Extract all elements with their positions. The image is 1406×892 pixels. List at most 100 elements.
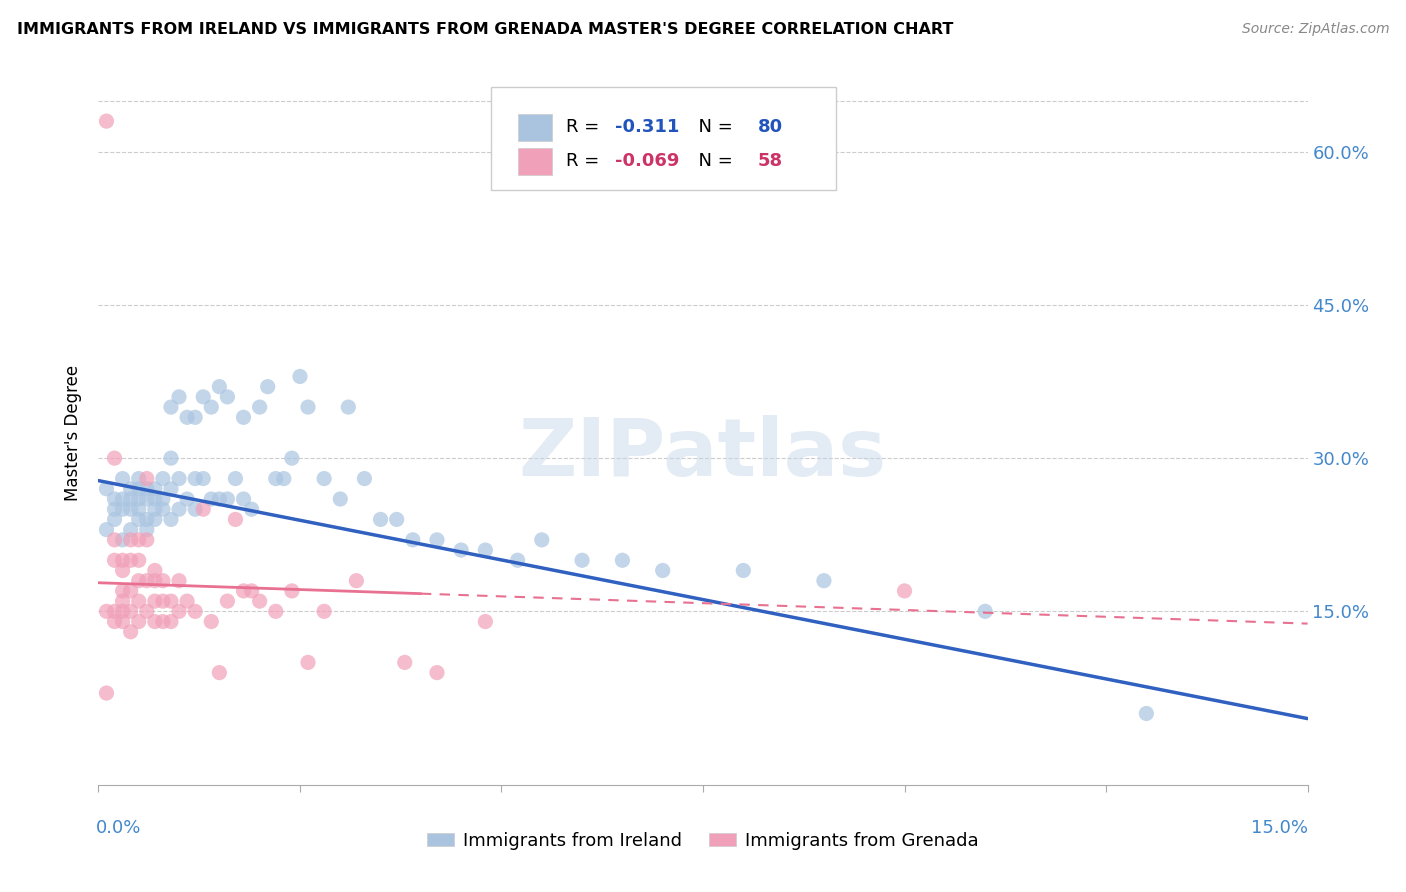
Point bbox=[1135, 706, 1157, 721]
Point bbox=[264, 604, 287, 618]
Point bbox=[143, 502, 166, 516]
Point bbox=[297, 400, 319, 414]
Point bbox=[152, 615, 174, 629]
Point bbox=[152, 491, 174, 506]
Text: N =: N = bbox=[688, 153, 738, 170]
Point bbox=[128, 502, 150, 516]
Text: R =: R = bbox=[567, 119, 606, 136]
Point bbox=[152, 594, 174, 608]
Point bbox=[394, 656, 416, 670]
Point bbox=[184, 604, 207, 618]
Point bbox=[506, 553, 529, 567]
Text: 80: 80 bbox=[758, 119, 783, 136]
Point bbox=[111, 553, 134, 567]
Point bbox=[184, 502, 207, 516]
Point bbox=[208, 379, 231, 393]
Point bbox=[120, 604, 142, 618]
Point bbox=[143, 491, 166, 506]
Point bbox=[974, 604, 997, 618]
Point bbox=[474, 615, 496, 629]
Point bbox=[96, 114, 118, 128]
Point bbox=[813, 574, 835, 588]
Point bbox=[733, 564, 755, 578]
Point bbox=[184, 410, 207, 425]
Point bbox=[135, 604, 157, 618]
Point bbox=[402, 533, 425, 547]
FancyBboxPatch shape bbox=[492, 87, 837, 189]
Point bbox=[160, 482, 183, 496]
Point bbox=[135, 482, 157, 496]
Point bbox=[143, 482, 166, 496]
Point bbox=[314, 604, 336, 618]
Point bbox=[288, 369, 311, 384]
Legend: Immigrants from Ireland, Immigrants from Grenada: Immigrants from Ireland, Immigrants from… bbox=[420, 824, 986, 857]
Text: Source: ZipAtlas.com: Source: ZipAtlas.com bbox=[1241, 22, 1389, 37]
Point bbox=[426, 665, 449, 680]
Point bbox=[200, 400, 222, 414]
Text: -0.311: -0.311 bbox=[614, 119, 679, 136]
Point bbox=[103, 451, 125, 466]
Point bbox=[120, 502, 142, 516]
Point bbox=[344, 574, 367, 588]
Point bbox=[281, 451, 304, 466]
Point bbox=[135, 574, 157, 588]
Point bbox=[167, 472, 190, 486]
Point bbox=[103, 512, 125, 526]
Point bbox=[176, 491, 198, 506]
Point bbox=[111, 533, 134, 547]
Point bbox=[240, 502, 263, 516]
Point bbox=[120, 523, 142, 537]
Point bbox=[240, 583, 263, 598]
Point bbox=[167, 604, 190, 618]
Point bbox=[200, 615, 222, 629]
Point bbox=[120, 553, 142, 567]
Point bbox=[120, 583, 142, 598]
Point bbox=[385, 512, 408, 526]
Point bbox=[103, 604, 125, 618]
Point bbox=[193, 502, 215, 516]
Point bbox=[249, 594, 271, 608]
Point bbox=[232, 491, 254, 506]
Point bbox=[426, 533, 449, 547]
Text: ZIPatlas: ZIPatlas bbox=[519, 415, 887, 492]
Point bbox=[217, 390, 239, 404]
Point bbox=[329, 491, 352, 506]
Point bbox=[128, 615, 150, 629]
Point bbox=[96, 523, 118, 537]
Text: R =: R = bbox=[567, 153, 606, 170]
Point bbox=[160, 594, 183, 608]
Point bbox=[128, 594, 150, 608]
Point bbox=[120, 491, 142, 506]
Point bbox=[167, 574, 190, 588]
Text: 0.0%: 0.0% bbox=[96, 819, 141, 837]
Point bbox=[160, 400, 183, 414]
Point bbox=[128, 491, 150, 506]
Point bbox=[103, 491, 125, 506]
Point bbox=[111, 594, 134, 608]
Point bbox=[256, 379, 278, 393]
Point bbox=[143, 564, 166, 578]
Point bbox=[249, 400, 271, 414]
Point bbox=[193, 390, 215, 404]
Point bbox=[337, 400, 360, 414]
Point bbox=[152, 502, 174, 516]
Point bbox=[167, 502, 190, 516]
Point bbox=[208, 665, 231, 680]
Text: -0.069: -0.069 bbox=[614, 153, 679, 170]
Point bbox=[152, 574, 174, 588]
Point bbox=[143, 512, 166, 526]
Point bbox=[184, 472, 207, 486]
Point bbox=[111, 491, 134, 506]
Point bbox=[128, 512, 150, 526]
Point bbox=[96, 604, 118, 618]
Point bbox=[111, 502, 134, 516]
Point bbox=[103, 502, 125, 516]
Point bbox=[224, 512, 246, 526]
Point bbox=[128, 533, 150, 547]
Point bbox=[571, 553, 593, 567]
Point bbox=[128, 482, 150, 496]
Text: 15.0%: 15.0% bbox=[1250, 819, 1308, 837]
Point bbox=[160, 615, 183, 629]
Point bbox=[651, 564, 673, 578]
Text: N =: N = bbox=[688, 119, 738, 136]
